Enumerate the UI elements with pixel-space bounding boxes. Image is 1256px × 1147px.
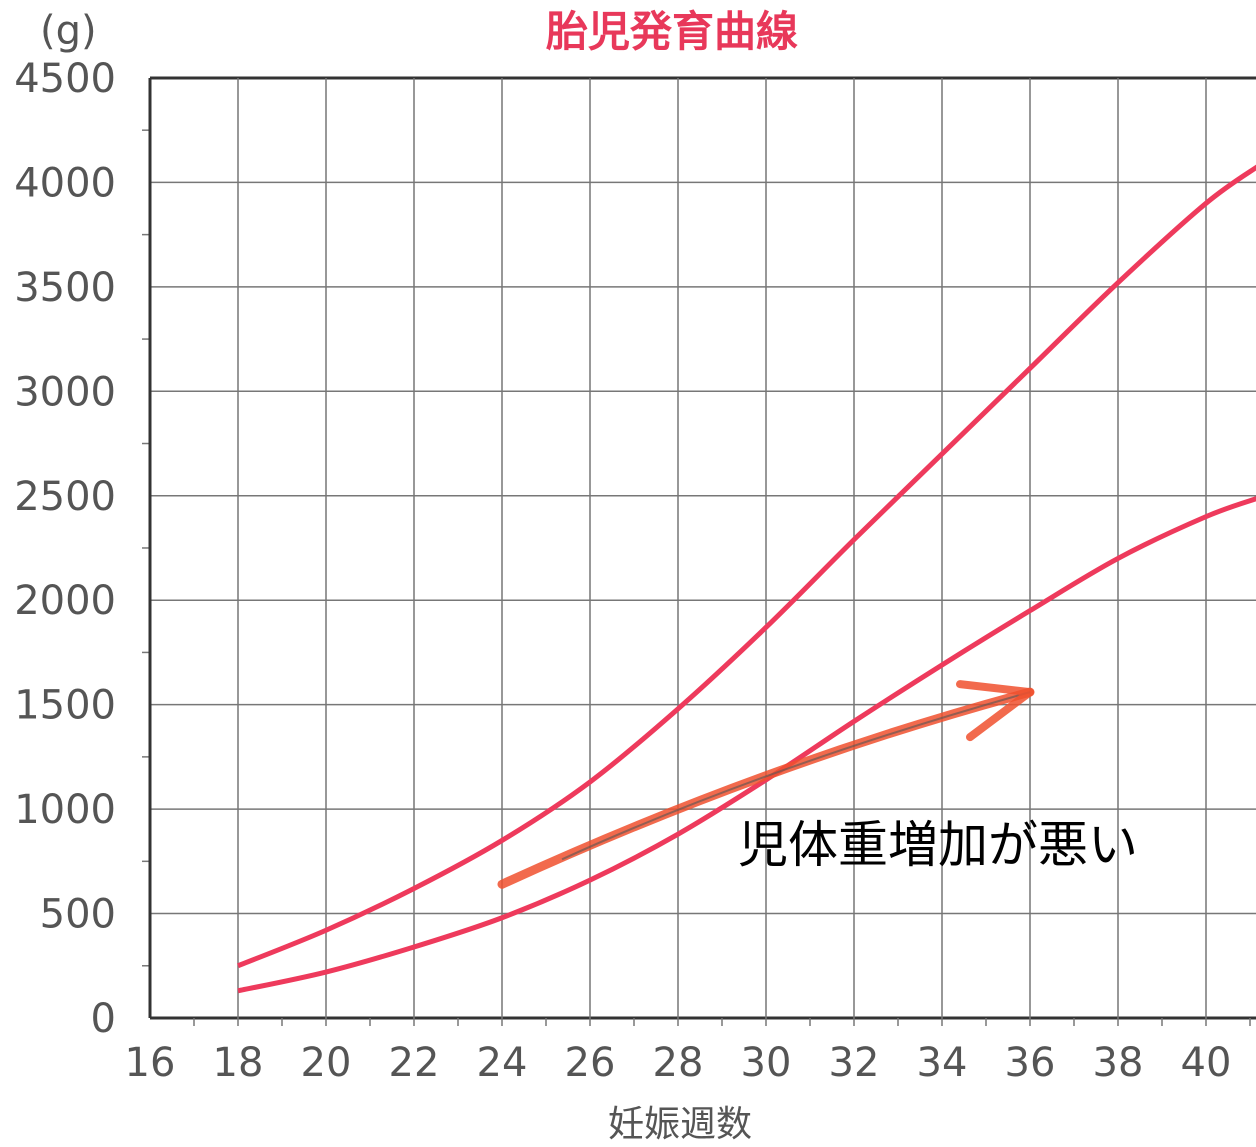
y-axis-label: (g) bbox=[40, 8, 97, 54]
growth-curve-upper bbox=[237, 164, 1256, 969]
x-axis-label: 妊娠週数 bbox=[608, 1104, 752, 1145]
y-tick-label: 1500 bbox=[14, 683, 116, 729]
grid bbox=[142, 76, 1256, 1026]
growth-curve-lower bbox=[237, 496, 1256, 994]
x-tick-label: 38 bbox=[1093, 1040, 1144, 1086]
x-tick-label: 22 bbox=[389, 1040, 440, 1086]
annotation-arrow bbox=[497, 680, 1035, 889]
y-tick-label: 4000 bbox=[14, 160, 116, 206]
y-tick-label: 3500 bbox=[14, 265, 116, 311]
x-tick-label: 18 bbox=[213, 1040, 264, 1086]
arrow-head bbox=[956, 680, 1034, 742]
x-tick-label: 24 bbox=[477, 1040, 528, 1086]
x-tick-label: 16 bbox=[125, 1040, 176, 1086]
x-tick-label: 28 bbox=[653, 1040, 704, 1086]
annotation-text: 児体重増加が悪い bbox=[738, 816, 1138, 874]
y-tick-label: 3000 bbox=[14, 369, 116, 415]
x-tick-label: 30 bbox=[741, 1040, 792, 1086]
x-tick-label: 32 bbox=[829, 1040, 880, 1086]
y-tick-label: 500 bbox=[40, 892, 116, 938]
x-tick-label: 40 bbox=[1181, 1040, 1232, 1086]
y-tick-label: 4500 bbox=[14, 56, 116, 102]
x-tick-label: 34 bbox=[917, 1040, 968, 1086]
x-tick-label: 36 bbox=[1005, 1040, 1056, 1086]
arrow-pencil-stroke bbox=[561, 691, 1031, 861]
y-tick-label: 0 bbox=[91, 996, 116, 1042]
y-tick-label: 1000 bbox=[14, 787, 116, 833]
y-tick-label: 2500 bbox=[14, 474, 116, 520]
x-tick-label: 26 bbox=[565, 1040, 616, 1086]
chart-title: 胎児発育曲線 bbox=[545, 7, 798, 56]
x-tick-label: 20 bbox=[301, 1040, 352, 1086]
tick-labels: 0 500 1000 1500 2000 2500 3000 3500 4000 4500 16 18… bbox=[14, 56, 1231, 1086]
y-tick-label: 2000 bbox=[14, 578, 116, 624]
